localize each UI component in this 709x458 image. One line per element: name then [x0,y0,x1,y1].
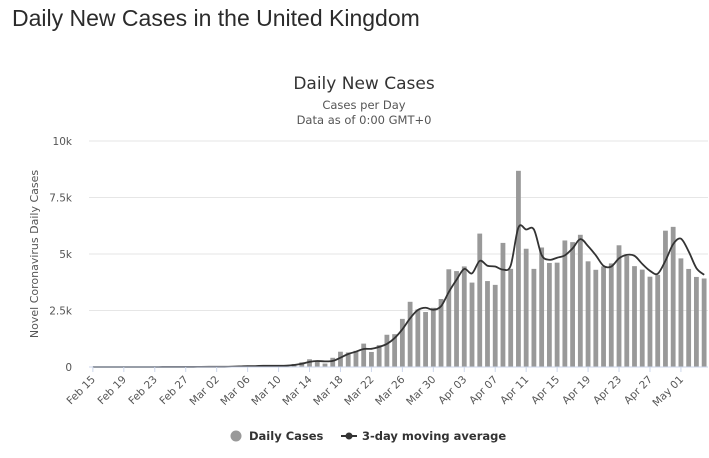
bar-apr-04[interactable] [469,282,475,367]
bar-apr-13[interactable] [539,247,545,367]
bar-apr-17[interactable] [570,242,575,367]
legend-marker-daily-cases [230,430,242,442]
bar-mar-23[interactable] [376,345,382,367]
chart-title: Daily New Cases [293,74,435,94]
bar-mar-19[interactable] [345,352,351,367]
bar-may-04[interactable] [701,278,707,367]
bar-mar-26[interactable] [399,318,405,367]
bar-mar-29[interactable] [423,312,428,367]
chart-subtitle-line-2: Data as of 0:00 GMT+0 [297,113,432,127]
x-tick-label: Apr 23 [591,374,624,407]
x-tick-label: May 01 [650,374,686,410]
bar-apr-10[interactable] [516,170,521,367]
bar-apr-20[interactable] [593,269,599,367]
x-tick-label: Mar 14 [280,373,315,408]
x-tick-label: Mar 18 [311,374,345,408]
legend: Daily Cases 3-day moving average [230,429,506,443]
bar-apr-06[interactable] [485,281,490,367]
bar-apr-16[interactable] [562,240,568,367]
bar-mar-25[interactable] [392,334,398,367]
legend-item-daily-cases[interactable]: Daily Cases [230,429,324,443]
bar-mar-16[interactable] [322,363,328,367]
bar-apr-19[interactable] [585,261,591,367]
bar-mar-27[interactable] [407,301,413,367]
page-title: Daily New Cases in the United Kingdom [12,5,420,31]
bar-apr-22[interactable] [608,263,614,367]
bar-apr-21[interactable] [601,266,606,367]
bar-apr-05[interactable] [477,233,483,367]
bar-apr-24[interactable] [624,255,630,367]
bar-apr-11[interactable] [523,248,529,367]
bar-apr-25[interactable] [632,266,637,367]
x-tick-label: Feb 15 [65,374,98,407]
bar-may-01[interactable] [678,258,684,367]
bar-mar-15[interactable] [314,361,320,367]
bar-mar-21[interactable] [361,343,367,367]
y-axis-label: Novel Coronavirus Daily Cases [28,170,41,338]
bar-apr-18[interactable] [577,234,583,367]
bar-mar-18[interactable] [338,351,343,367]
bar-apr-08[interactable] [500,242,506,367]
bar-apr-29[interactable] [663,230,668,367]
bar-apr-14[interactable] [546,262,552,367]
y-tick-label: 10k [53,136,73,148]
x-tick-label: Apr 19 [560,374,593,407]
bar-mar-28[interactable] [415,309,421,367]
bar-may-02[interactable] [686,268,692,367]
bar-mar-14[interactable] [307,359,312,367]
x-tick-label: Mar 10 [249,374,283,408]
y-tick-label: 7.5k [49,193,73,205]
bar-apr-07[interactable] [492,284,498,367]
legend-label-moving-average: 3-day moving average [362,429,506,443]
x-tick-label: Mar 22 [342,374,376,408]
bar-apr-09[interactable] [508,268,514,367]
chart-subtitle-line-1: Cases per Day [322,98,405,112]
y-axis: 0 2.5k 5k 7.5k 10k [49,136,73,374]
bar-apr-26[interactable] [639,269,645,367]
bar-apr-28[interactable] [655,274,661,367]
bar-apr-27[interactable] [647,276,653,367]
gridlines [89,140,708,311]
x-tick-label: Mar 02 [187,374,221,408]
legend-item-moving-average[interactable]: 3-day moving average [341,429,506,443]
y-tick-label: 0 [65,362,72,374]
y-tick-label: 2.5k [49,306,73,318]
x-tick-label: Mar 26 [373,373,408,408]
x-tick-label: Apr 11 [498,374,531,407]
x-tick-label: Mar 06 [218,373,253,408]
x-tick-label: Feb 19 [95,374,128,407]
bar-apr-23[interactable] [616,245,622,367]
bar-may-03[interactable] [694,276,699,367]
bar-mar-30[interactable] [430,307,436,367]
bar-apr-15[interactable] [554,262,560,367]
bar-series [160,170,707,367]
legend-label-daily-cases: Daily Cases [249,429,324,443]
x-tick-label: Feb 27 [157,374,190,407]
bar-apr-01[interactable] [446,269,452,367]
bar-mar-17[interactable] [330,357,336,367]
x-tick-label: Feb 23 [126,374,159,407]
x-tick-label: Mar 30 [404,374,438,408]
bar-mar-20[interactable] [353,350,359,367]
bar-apr-03[interactable] [461,266,467,367]
x-tick-label: Apr 07 [467,374,500,407]
x-tick-label: Apr 15 [529,374,562,407]
bar-apr-12[interactable] [531,268,537,367]
bar-mar-31[interactable] [438,299,444,367]
bar-mar-24[interactable] [384,334,390,367]
bar-apr-02[interactable] [454,271,459,367]
x-tick-label: Apr 03 [436,374,469,407]
bar-mar-22[interactable] [369,351,374,367]
legend-marker-moving-average [345,432,353,440]
bar-apr-30[interactable] [670,226,676,367]
y-tick-label: 5k [59,249,73,261]
